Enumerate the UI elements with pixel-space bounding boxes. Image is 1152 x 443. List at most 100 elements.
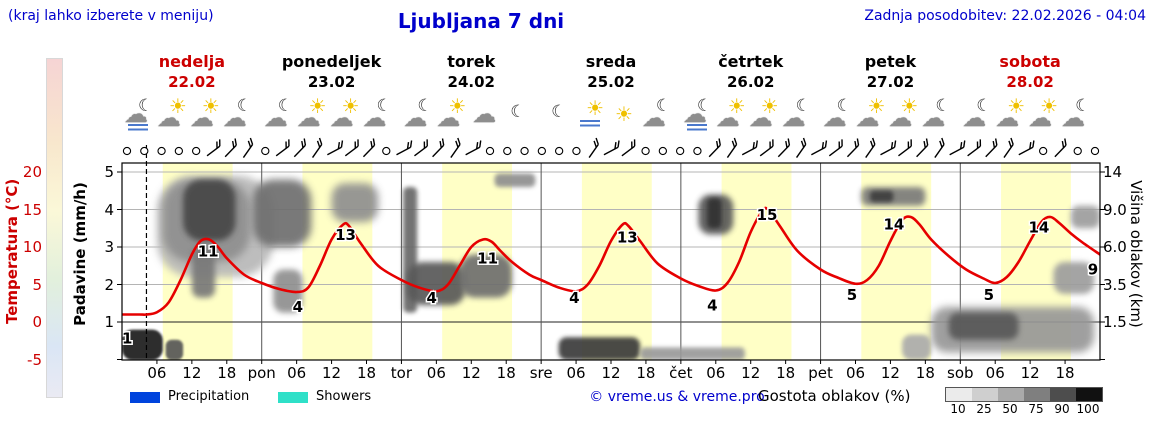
precipitation-legend-label: Precipitation [168,389,250,404]
cloud-density-scale [945,387,1103,402]
sun-glyph: ☀ [341,94,360,118]
wind-barb-icon [949,140,966,156]
precip-tick: 1 [104,313,114,331]
calm-wind-icon [191,146,201,156]
cloud-glyph: ☁ [222,104,247,132]
moon-icon: ☾ [543,98,575,136]
density-swatch [1050,388,1076,401]
cloud-tick: 3.5 [1103,275,1127,294]
moon-glyph: ☾ [417,96,433,116]
cloud-glyph: ☁ [921,104,946,132]
day-header-petek: petek 27.02 [821,52,961,92]
wind-barb-icon [311,137,323,158]
x-axis-label-18: 18 [356,364,377,382]
svg-text:5: 5 [847,286,857,304]
cloud-glyph: ☁ [962,104,987,132]
moon-cloud-icon: ☾ ☁ [363,98,395,136]
wind-barb-icon [603,140,620,156]
cloud-glyph: ☁ [189,104,214,132]
calm-wind-icon [675,146,685,156]
cloud-glyph: ☁ [682,100,707,128]
precip-tick: 4 [104,200,114,219]
sun-glyph: ☀ [727,94,746,118]
sun-cloud-icon: ☀ ☁ [156,96,189,136]
wind-barb-icon [934,137,945,158]
sun-cloud-icon: ☀ ☁ [715,94,748,136]
cloud-glyph: ☁ [362,104,387,132]
day-date: 24.02 [447,73,495,91]
density-swatch [1076,388,1102,401]
svg-text:14: 14 [1028,219,1049,237]
wind-barb-icon [588,137,599,158]
calm-wind-icon [658,146,668,156]
wind-barb-icon [432,138,445,158]
cloud-glyph: ☁ [124,100,148,128]
svg-text:4: 4 [569,289,579,307]
precip-tick: 5 [104,163,114,181]
cloud-glyph: ☁ [781,104,806,132]
svg-text:1: 1 [122,330,132,348]
showers-swatch [278,392,308,403]
moon-glyph: ☾ [976,96,992,116]
svg-text:14: 14 [883,216,904,234]
x-axis-label-12: 12 [741,364,761,382]
day-date: 22.02 [168,73,216,91]
moon-cloud-icon: ☾ ☁ [403,98,435,136]
sun-glyph: ☀ [308,94,327,118]
svg-text:4: 4 [707,297,717,315]
x-axis-label-06: 06 [706,364,726,382]
day-name: sreda [585,52,637,71]
moon-cloud-icon: ☾ ☁ [962,98,994,136]
copyright-link[interactable]: © vreme.us & vreme.pro [589,389,765,405]
moon-glyph: ☾ [236,96,253,116]
menu-hint: (kraj lahko izberete v meniju) [8,8,214,24]
cloud-glyph: ☁ [855,104,880,132]
sun-glyph: ☀ [1040,94,1059,118]
wind-barb-icon [1054,138,1067,158]
calm-wind-icon [693,146,702,156]
sun-cloud-icon: ☀ ☁ [330,94,362,136]
day-header-sreda: sreda 25.02 [541,52,681,92]
wind-barb-icon [726,137,738,158]
svg-text:11: 11 [477,249,498,267]
x-axis-label-06: 06 [147,364,167,382]
cloud-glyph: ☁ [641,104,666,132]
day-date: 23.02 [307,73,356,91]
sun-glyph: ☀ [867,94,886,118]
wind-barb-icon [450,137,461,158]
moon-glyph: ☾ [696,96,713,116]
day-header-sobota: sobota 28.02 [960,52,1100,92]
calm-wind-icon [520,146,529,156]
day-header-nedelja: nedelja 22.02 [122,52,262,92]
wind-barb-icon [414,139,428,157]
calm-wind-icon [140,146,149,156]
wind-barb-icon [846,138,860,158]
cloud-glyph: ☁ [822,104,847,132]
cloud-glyph: ☁ [748,104,773,132]
wind-barb-icon [344,139,359,157]
x-axis-label-sob: sob [947,364,974,382]
cloud-glyph: ☁ [156,104,181,132]
wind-barb-icon [224,138,237,158]
wind-barb-icon [811,140,828,156]
density-tick-label: 75 [1028,402,1044,416]
wind-barb-icon [327,140,344,156]
day-header-torek: torek 24.02 [401,52,541,92]
x-axis-label-12: 12 [322,364,342,382]
x-axis-label-čet: čet [669,364,693,382]
calm-wind-icon [1073,146,1082,156]
cloud-glyph: ☁ [995,104,1020,132]
wind-barb-icon [967,139,982,157]
svg-text:13: 13 [335,226,356,244]
x-axis-label-12: 12 [1020,364,1040,382]
cloud-glyph: ☁ [715,104,740,132]
cloud-density-legend-label: Gostota oblakov (%) [758,387,911,405]
sun-glyph: ☀ [760,94,779,118]
cloud-glyph: ☁ [403,104,428,132]
day-header-četrtek: četrtek 26.02 [681,52,821,92]
x-axis-label-pet: pet [808,364,833,382]
x-axis-label-12: 12 [601,364,621,382]
day-header-ponedeljek: ponedeljek 23.02 [262,52,402,92]
